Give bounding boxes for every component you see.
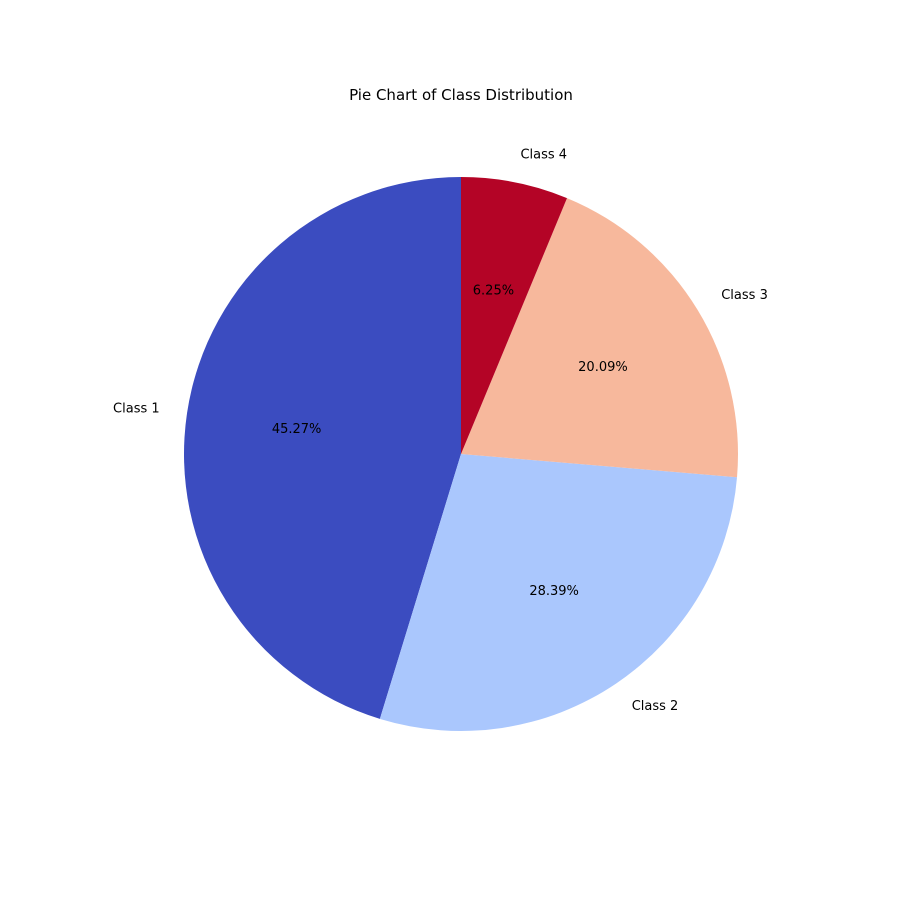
slice-category-label: Class 2 [632, 699, 679, 714]
slice-percent-label: 45.27% [272, 422, 322, 437]
slice-category-label: Class 1 [113, 401, 160, 416]
slice-percent-label: 20.09% [578, 360, 628, 375]
slice-category-label: Class 3 [721, 288, 768, 303]
pie-slice-3 [461, 198, 738, 478]
slice-percent-label: 28.39% [529, 584, 579, 599]
pie-slice-4 [461, 177, 568, 454]
slice-category-label: Class 4 [520, 148, 567, 163]
chart-title: Pie Chart of Class Distribution [349, 86, 573, 104]
pie-slice-1 [184, 177, 461, 719]
pie-slice-2 [379, 454, 738, 731]
slice-percent-label: 6.25% [473, 283, 514, 298]
pie-slices [184, 177, 738, 731]
pie-labels: 45.27% Class 1 28.39% Class 2 20.09% Class 3 6… [113, 148, 768, 714]
